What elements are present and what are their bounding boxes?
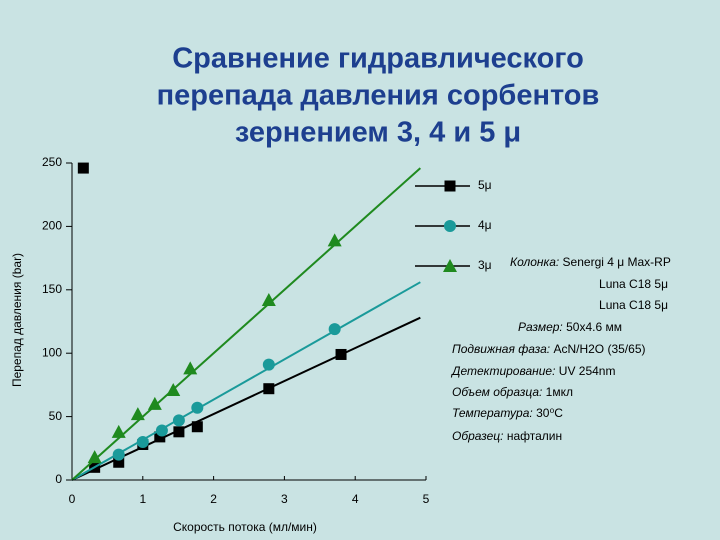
note-text: Senergi 4 μ Max-RP	[563, 255, 671, 269]
note: Размер: 50x4.6 мм	[518, 320, 622, 334]
marker	[263, 383, 275, 395]
legend-marker	[443, 259, 457, 272]
marker	[130, 407, 145, 421]
legend-label: 3μ	[478, 258, 492, 272]
marker	[328, 323, 341, 336]
note-text: AcN/H2O (35/65)	[553, 342, 645, 356]
note-text: Luna C18 5μ	[599, 277, 668, 291]
y-tick-label: 50	[49, 409, 63, 423]
note-label: Колонка:	[510, 255, 559, 269]
chart-title: перепада давления сорбентов	[157, 80, 600, 112]
note: Детектирование: UV 254nm	[450, 364, 615, 378]
legend-marker	[444, 220, 456, 232]
note: Luna C18 5μ	[599, 298, 668, 312]
y-axis-label: Перепад давления (bar)	[10, 253, 24, 387]
note-text: нафталин	[507, 429, 562, 443]
note: Подвижная фаза: AcN/H2O (35/65)	[452, 342, 646, 356]
marker	[173, 426, 185, 438]
legend-label: 4μ	[478, 218, 492, 232]
y-tick-label: 250	[42, 155, 62, 169]
marker	[335, 348, 347, 360]
legend-marker	[444, 180, 456, 192]
marker	[172, 414, 185, 427]
legend-label: 5μ	[478, 178, 492, 192]
marker	[191, 401, 204, 414]
note: Температура: 30⁰С	[452, 406, 563, 420]
marker	[183, 361, 198, 375]
marker	[155, 424, 168, 437]
x-tick-label: 4	[352, 492, 359, 506]
fit-line	[71, 316, 421, 481]
marker	[113, 456, 125, 468]
x-tick-label: 2	[210, 492, 217, 506]
marker	[77, 162, 89, 174]
note-label: Образец:	[452, 429, 503, 443]
marker	[166, 382, 181, 396]
x-tick-label: 1	[139, 492, 146, 506]
x-tick-label: 0	[69, 492, 76, 506]
marker	[147, 396, 162, 410]
y-tick-label: 100	[42, 345, 62, 359]
note: Объем образца: 1мкл	[452, 385, 573, 399]
x-tick-label: 3	[281, 492, 288, 506]
marker	[136, 435, 149, 448]
marker	[112, 448, 125, 461]
note-text: UV 254nm	[559, 364, 616, 378]
note-text: Luna C18 5μ	[599, 298, 668, 312]
note: Образец: нафталин	[452, 429, 562, 443]
note: Luna C18 5μ	[599, 277, 668, 291]
y-tick-label: 0	[55, 472, 62, 486]
note-label: Температура:	[452, 406, 533, 420]
note-text: 1мкл	[546, 385, 573, 399]
marker	[111, 424, 126, 438]
note-text: 50x4.6 мм	[566, 320, 622, 334]
marker	[87, 450, 102, 464]
note-label: Размер:	[518, 320, 563, 334]
x-axis-label: Скорость потока (мл/мин)	[173, 520, 317, 534]
note-label: Объем образца:	[452, 385, 542, 399]
marker	[154, 431, 166, 443]
marker	[262, 358, 275, 371]
chart-title: Сравнение гидравлического	[172, 43, 584, 75]
marker	[327, 233, 342, 247]
note-text: 30⁰С	[536, 406, 563, 420]
marker	[191, 421, 203, 433]
chart-title: зернением 3, 4 и 5 μ	[235, 117, 521, 149]
y-tick-label: 200	[42, 219, 62, 233]
marker	[261, 292, 276, 306]
x-tick-label: 5	[423, 492, 430, 506]
note: Колонка: Senergi 4 μ Max-RP	[510, 255, 671, 269]
fit-line	[71, 167, 422, 481]
note-label: Подвижная фаза:	[452, 342, 550, 356]
note-label: Детектирование:	[450, 364, 555, 378]
fit-line	[71, 281, 421, 481]
y-tick-label: 150	[42, 282, 62, 296]
